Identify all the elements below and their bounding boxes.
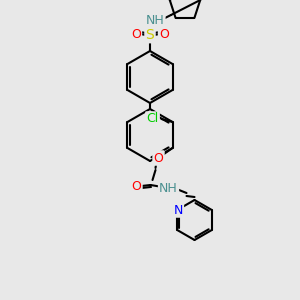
- Text: O: O: [159, 28, 169, 40]
- Text: NH: NH: [159, 182, 178, 194]
- Text: S: S: [146, 28, 154, 42]
- Text: NH: NH: [146, 14, 164, 28]
- Text: O: O: [132, 181, 142, 194]
- Text: N: N: [173, 203, 183, 217]
- Text: O: O: [154, 152, 164, 164]
- Text: O: O: [131, 28, 141, 40]
- Text: Cl: Cl: [146, 112, 159, 125]
